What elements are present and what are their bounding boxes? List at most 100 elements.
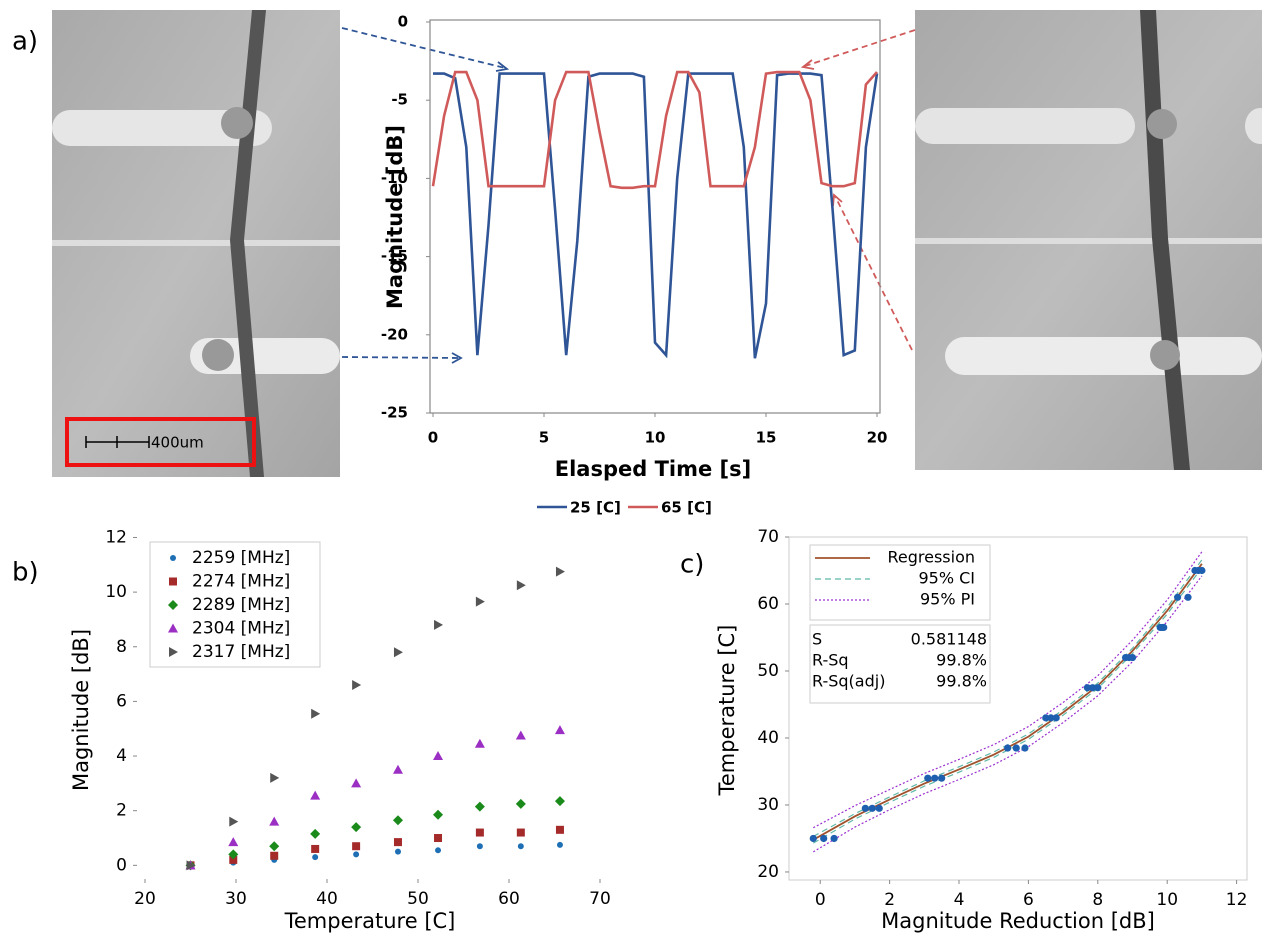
- stat-value: 99.8%: [936, 672, 987, 691]
- x-tick-label: 2: [884, 890, 895, 910]
- y-tick-label: -25: [381, 404, 408, 422]
- y-axis-label: Temperature [C]: [715, 625, 739, 797]
- marker: [475, 828, 484, 837]
- data-line: [433, 72, 879, 359]
- y-tick-label: 30: [757, 795, 779, 815]
- marker: [515, 798, 526, 809]
- x-tick-label: 70: [589, 889, 611, 909]
- legend-label: 2274 [MHz]: [192, 572, 290, 592]
- x-tick-label: 20: [867, 429, 888, 447]
- y-tick-label: 40: [757, 728, 779, 748]
- legend-label: 65 [C]: [661, 499, 712, 517]
- marker: [516, 828, 525, 837]
- y-tick-label: 20: [757, 862, 779, 882]
- data-point: [938, 774, 946, 782]
- marker: [269, 841, 280, 852]
- marker: [556, 841, 563, 848]
- stats-box: [809, 624, 991, 704]
- legend-label: 2289 [MHz]: [192, 595, 290, 615]
- marker: [555, 825, 564, 834]
- data-point: [861, 804, 869, 812]
- legend-marker: [170, 555, 176, 561]
- marker: [351, 822, 362, 833]
- marker: [433, 809, 444, 820]
- marker: [270, 851, 279, 860]
- marker: [310, 790, 321, 800]
- panel-label: c): [680, 550, 704, 580]
- marker: [474, 801, 485, 812]
- marker: [311, 844, 320, 853]
- x-tick-label: 50: [407, 889, 429, 909]
- marker: [555, 566, 565, 577]
- x-tick-label: 10: [1156, 890, 1178, 910]
- marker: [269, 816, 280, 826]
- marker: [475, 596, 485, 607]
- marker: [310, 828, 321, 839]
- data-point: [1128, 653, 1137, 662]
- legend-label: 2259 [MHz]: [192, 548, 290, 568]
- marker: [516, 580, 526, 591]
- marker: [476, 843, 483, 850]
- x-tick-label: 5: [539, 429, 549, 447]
- plot-frame: [429, 19, 881, 414]
- x-axis-label: Elasped Time [s]: [555, 457, 752, 481]
- stat-value: 99.8%: [936, 651, 987, 670]
- legend-marker: [168, 600, 178, 610]
- y-tick-label: 4: [116, 746, 127, 766]
- data-point: [1160, 623, 1168, 632]
- marker: [312, 854, 319, 861]
- y-tick-label: 60: [757, 594, 779, 614]
- y-tick-label: 70: [757, 527, 779, 547]
- legend-label: 95% PI: [920, 590, 975, 609]
- data-point: [1047, 714, 1055, 722]
- y-tick-label: 0: [398, 13, 408, 31]
- marker: [392, 815, 403, 826]
- legend-marker: [169, 647, 178, 657]
- legend-label: 2304 [MHz]: [192, 619, 290, 639]
- x-axis-label: Magnitude Reduction [dB]: [881, 909, 1155, 933]
- x-tick-label: 4: [954, 890, 965, 910]
- ci-line: [813, 559, 1203, 837]
- legend-marker: [168, 623, 178, 633]
- stat-name: R-Sq: [812, 651, 849, 670]
- y-tick-label: 10: [105, 582, 127, 602]
- panel-label: b): [12, 558, 39, 588]
- y-tick-label: -15: [381, 247, 408, 265]
- x-tick-label: 0: [428, 429, 438, 447]
- panel-label: a): [12, 27, 38, 57]
- data-point: [1088, 684, 1097, 692]
- y-axis-label: Magnitude [dB]: [383, 125, 407, 309]
- x-tick-label: 15: [756, 429, 777, 447]
- data-point: [830, 834, 838, 843]
- y-tick-label: 12: [105, 527, 127, 547]
- marker: [433, 751, 444, 761]
- legend-label: 25 [C]: [570, 499, 621, 517]
- marker: [229, 816, 239, 827]
- regression-line: [812, 563, 1203, 841]
- y-tick-label: 2: [116, 801, 127, 821]
- y-tick-label: 6: [116, 691, 127, 711]
- arrows: [341, 27, 916, 364]
- legend-label: Regression: [887, 548, 975, 567]
- marker: [434, 834, 443, 843]
- marker: [352, 680, 362, 691]
- data-point: [1012, 744, 1020, 752]
- data-point: [820, 834, 828, 843]
- data-point: [875, 804, 883, 812]
- data-point: [1083, 684, 1091, 692]
- y-tick-label: -5: [391, 91, 408, 109]
- x-tick-label: 20: [134, 889, 156, 909]
- y-axis-label: Magnitude [dB]: [69, 629, 93, 791]
- marker: [392, 764, 403, 774]
- marker: [353, 851, 360, 858]
- marker: [228, 849, 239, 860]
- marker: [352, 842, 361, 851]
- y-tick-label: -20: [381, 325, 408, 343]
- data-point: [809, 834, 817, 843]
- y-tick-label: 0: [116, 855, 127, 875]
- stat-name: R-Sq(adj): [812, 672, 885, 691]
- plot-frame: [788, 536, 1248, 881]
- data-point: [1042, 714, 1050, 722]
- scale-bar-label: 400um: [151, 434, 204, 452]
- legend-label: 2317 [MHz]: [192, 642, 290, 662]
